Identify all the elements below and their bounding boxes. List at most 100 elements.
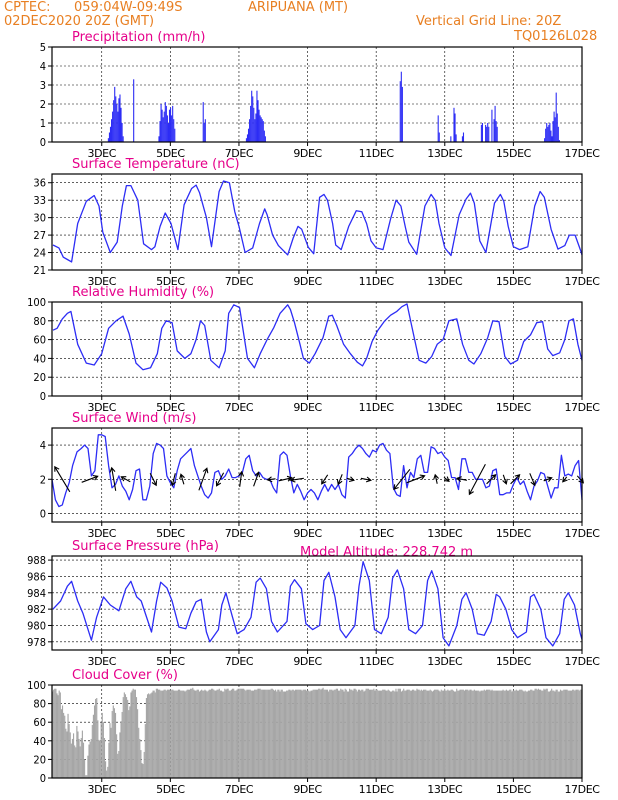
- panel-6-bar: [177, 689, 180, 778]
- panel-5-series-line: [52, 561, 583, 647]
- panel-6-bar: [55, 688, 57, 778]
- panel-6-frame: [51, 684, 583, 779]
- panel-6-bar: [501, 690, 503, 778]
- panel-6-bar: [496, 690, 499, 778]
- panel-6-bar: [100, 723, 102, 778]
- panel-1-bar: [480, 124, 482, 142]
- panel-1-bar: [494, 105, 496, 142]
- panel-6-bar: [485, 689, 488, 778]
- panel-6-bar: [197, 689, 199, 778]
- panel-1-bar: [546, 123, 548, 142]
- panel-6-bar: [275, 689, 277, 778]
- panel-6-bar: [89, 741, 91, 778]
- panel-6-bar: [346, 691, 348, 778]
- panel-6-bar: [392, 690, 394, 778]
- panel-6-bar: [376, 689, 378, 778]
- panel-6-bar: [305, 690, 308, 778]
- wind-vector-29: [562, 476, 568, 483]
- wind-vector-3: [120, 476, 131, 483]
- panel-1-bar: [257, 100, 259, 142]
- panel-6-bar: [538, 689, 541, 778]
- panel-6-bar: [566, 689, 568, 778]
- panel-1-bar: [558, 140, 560, 142]
- panel-6-bar: [453, 691, 456, 778]
- panel-6-bar: [417, 689, 419, 778]
- panel-6-bar: [199, 690, 202, 778]
- panel-6-bar: [217, 689, 219, 778]
- panel-6-bar: [298, 689, 300, 778]
- panel-6-bar: [303, 689, 305, 778]
- panel-3-xtick-label-3: 9DEC: [293, 401, 322, 414]
- panel-6-bar: [213, 689, 215, 778]
- panel-4-ytick-label-2: 4: [40, 439, 46, 452]
- panel-6-bar: [409, 690, 411, 778]
- panel-6-bar: [490, 690, 492, 778]
- panel-6-bar: [506, 690, 509, 778]
- panel-6-bar: [308, 690, 310, 778]
- panel-1-bar: [491, 109, 493, 142]
- panel-6-bar: [393, 690, 395, 778]
- wind-vector-12: [278, 475, 293, 482]
- panel-6-bar: [267, 689, 269, 778]
- wind-vector-4: [149, 473, 158, 487]
- panel-5-ytick-label-3: 984: [27, 587, 46, 600]
- panel-6-bar: [446, 690, 448, 778]
- panel-6-bar: [276, 691, 278, 778]
- panel-4-ytick-label-0: 0: [40, 507, 46, 520]
- panel-6-bar: [386, 690, 388, 778]
- panel-6-bar: [203, 690, 205, 778]
- panel-1-xtick-label-7: 17DEC: [564, 147, 600, 160]
- wind-vector-16: [346, 476, 355, 483]
- panel-6-bar: [543, 688, 545, 778]
- panel-1-bar: [493, 119, 495, 142]
- panel-5-ytick-label-5: 988: [27, 554, 46, 567]
- panel-6-bar: [429, 689, 431, 778]
- wind-vector-17: [360, 476, 372, 483]
- panel-6-bar: [127, 699, 129, 778]
- panel-1-bar: [173, 119, 175, 142]
- panel-6-bar: [86, 775, 88, 778]
- panel-6-bar: [156, 688, 159, 778]
- panel-6-bar: [56, 693, 58, 778]
- panel-1-bar: [204, 119, 206, 142]
- panel-4-title: Surface Wind (m/s): [72, 411, 196, 426]
- panel-6-bar: [353, 688, 355, 778]
- panel-6-bar: [573, 689, 575, 778]
- panel-6-bar: [450, 689, 452, 778]
- panel-6-bar: [68, 724, 70, 778]
- panel-1-bar: [109, 126, 112, 142]
- panel-6-bar: [572, 689, 574, 778]
- panel-6-bar: [351, 689, 353, 778]
- panel-6-bar: [181, 690, 183, 778]
- panel-6-bar: [230, 689, 233, 778]
- panel-6-bar: [536, 689, 538, 778]
- panel-6-bar: [121, 711, 123, 778]
- panel-6-bar: [499, 690, 501, 778]
- panel-6-bar: [85, 775, 87, 778]
- wind-vector-1: [81, 474, 99, 483]
- wind-vector-26: [510, 474, 521, 485]
- panel-6-bar: [290, 690, 292, 778]
- panel-6-bar: [375, 689, 377, 778]
- panel-4-xtick-label-3: 9DEC: [293, 527, 322, 540]
- panel-6-bar: [479, 691, 481, 778]
- header-coordinates: 059:04W-09:49S: [74, 0, 183, 15]
- panel-6-bar: [170, 690, 172, 778]
- panel-6-bar: [264, 689, 266, 778]
- panel-6-bar: [310, 690, 312, 778]
- panel-6-bar: [441, 690, 443, 778]
- panel-6-bar: [352, 690, 354, 778]
- panel-6-bar: [209, 689, 212, 778]
- panel-6-bar: [537, 688, 539, 778]
- panel-2-ytick-label-5: 36: [33, 177, 46, 190]
- panel-6-bar: [460, 689, 462, 778]
- panel-6-bar: [84, 759, 86, 778]
- panel-1-ytick-label-5: 5: [40, 41, 46, 54]
- panel-6-bar: [436, 689, 438, 778]
- panel-3-ytick-label-0: 0: [40, 390, 46, 403]
- panel-6-bar: [250, 690, 252, 778]
- panel-3-ytick-label-5: 100: [27, 296, 46, 309]
- panel-6-bar: [521, 689, 523, 778]
- panel-6-bar: [294, 689, 297, 778]
- panel-6-bar: [492, 690, 494, 778]
